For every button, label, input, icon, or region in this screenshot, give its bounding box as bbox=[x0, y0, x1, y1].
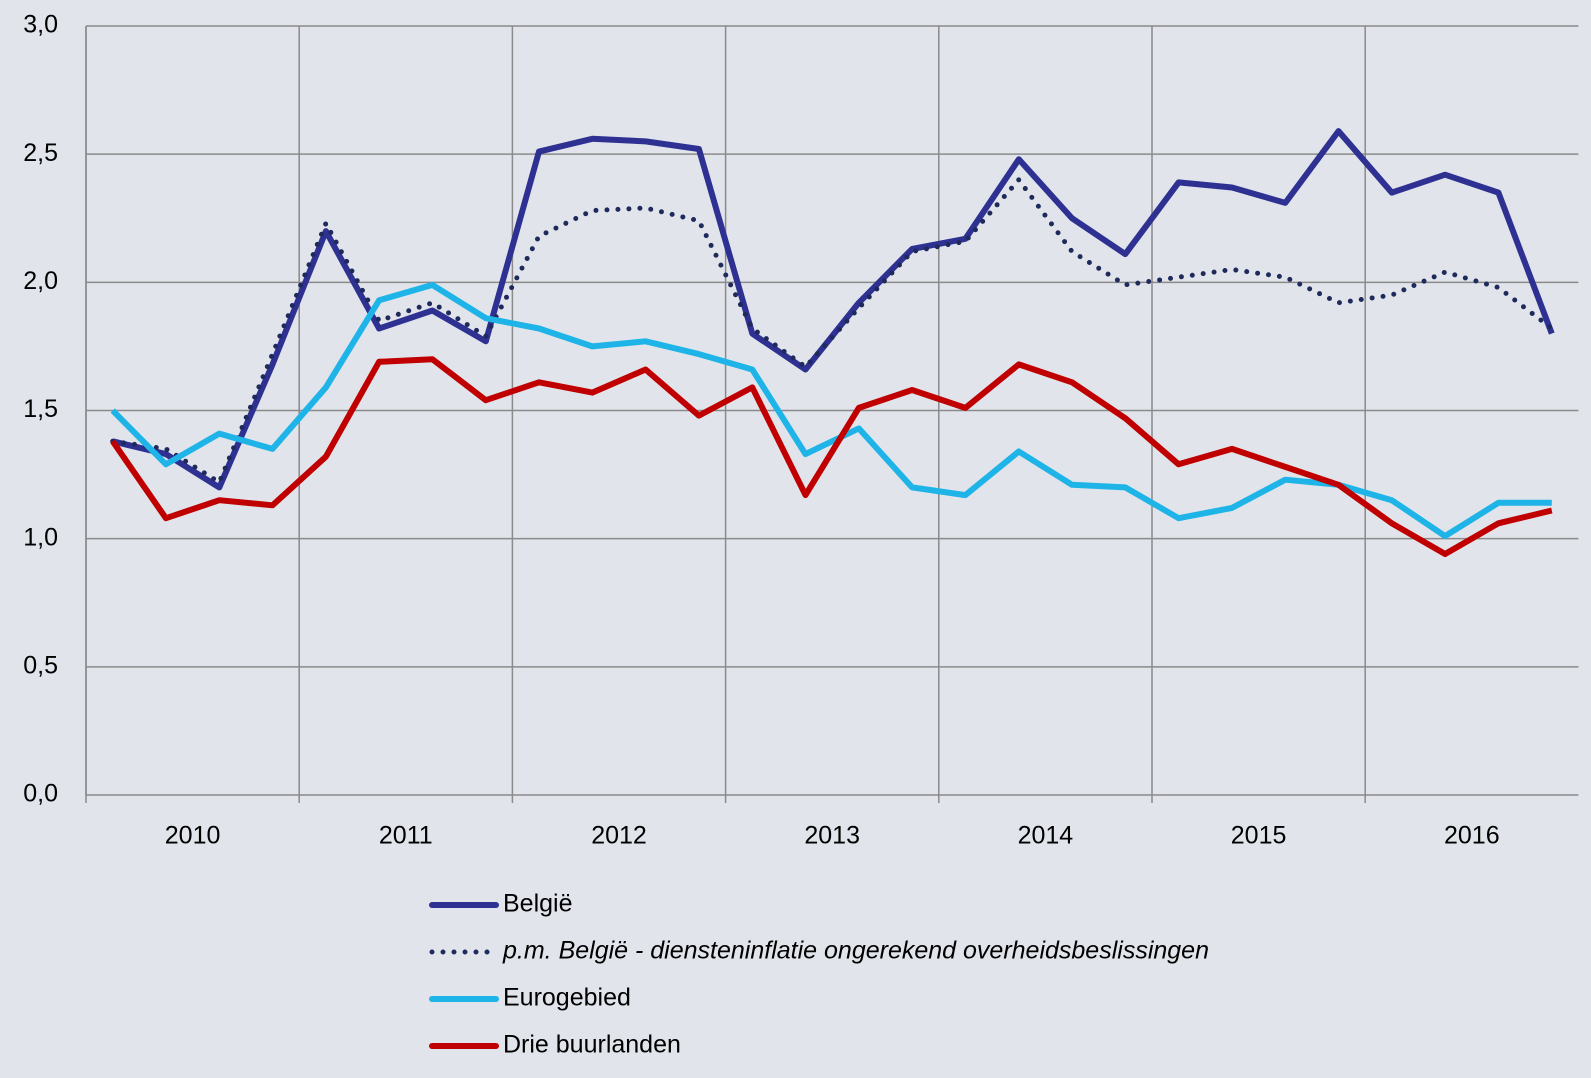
y-tick-label: 1,0 bbox=[23, 523, 58, 551]
x-tick-label: 2010 bbox=[165, 822, 221, 850]
x-tick-label: 2012 bbox=[591, 822, 647, 850]
x-tick-label: 2014 bbox=[1018, 822, 1074, 850]
series-line bbox=[110, 356, 1553, 557]
series-line bbox=[110, 177, 1555, 485]
x-tick-label: 2015 bbox=[1231, 822, 1287, 850]
y-tick-label: 0,0 bbox=[23, 780, 58, 808]
legend-label: Drie buurlanden bbox=[503, 1031, 681, 1059]
x-tick-label: 2016 bbox=[1444, 822, 1500, 850]
x-tick-label: 2011 bbox=[379, 822, 433, 850]
x-tick-label: 2013 bbox=[804, 822, 860, 850]
y-tick-label: 1,5 bbox=[23, 395, 58, 423]
y-tick-label: 3,0 bbox=[23, 11, 58, 39]
y-tick-label: 0,5 bbox=[23, 651, 58, 679]
legend-label: Eurogebied bbox=[503, 984, 631, 1012]
series-line bbox=[111, 128, 1555, 491]
y-tick-label: 2,0 bbox=[23, 267, 58, 295]
y-tick-label: 2,5 bbox=[23, 139, 58, 167]
series-line bbox=[110, 281, 1552, 540]
legend-label: België bbox=[503, 890, 573, 918]
legend-label: p.m. België - diensteninflatie ongereken… bbox=[502, 937, 1209, 965]
